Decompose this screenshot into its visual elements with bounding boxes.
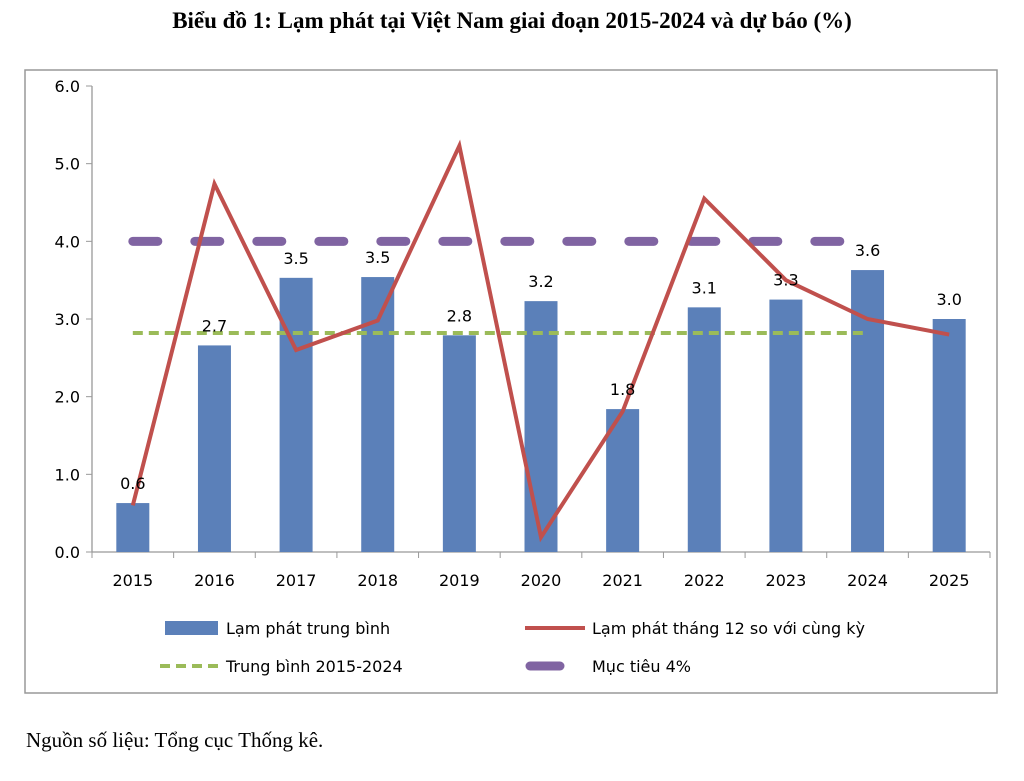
y-tick-label: 2.0 (55, 388, 80, 407)
x-tick-label: 2018 (357, 571, 398, 590)
bar (524, 301, 558, 552)
x-tick-label: 2019 (439, 571, 480, 590)
bar (279, 277, 313, 552)
y-tick-label: 0.0 (55, 543, 80, 562)
x-tick-label: 2025 (929, 571, 970, 590)
x-tick-label: 2020 (521, 571, 562, 590)
chart-title: Biểu đồ 1: Lạm phát tại Việt Nam giai đo… (172, 8, 852, 33)
x-tick-label: 2017 (276, 571, 317, 590)
bar (116, 503, 150, 552)
x-tick-label: 2022 (684, 571, 725, 590)
x-tick-label: 2024 (847, 571, 888, 590)
bar-data-label: 2.8 (447, 306, 472, 325)
y-tick-label: 6.0 (55, 77, 80, 96)
bar (606, 409, 640, 552)
legend-label: Lạm phát trung bình (226, 619, 390, 638)
bar-data-label: 3.5 (283, 249, 308, 268)
bar-data-label: 3.6 (855, 241, 880, 260)
bar (197, 345, 231, 552)
bar-data-label: 3.0 (936, 290, 961, 309)
bar-data-label: 1.8 (610, 380, 635, 399)
bar-data-label: 3.5 (365, 248, 390, 267)
bar (769, 299, 803, 552)
bar (687, 307, 721, 552)
bar-data-label: 2.7 (202, 316, 227, 335)
x-tick-label: 2016 (194, 571, 235, 590)
bar (932, 319, 966, 552)
bar (442, 335, 476, 552)
legend-label: Trung bình 2015-2024 (225, 657, 403, 676)
bar-data-label: 3.2 (528, 272, 553, 291)
legend-label: Lạm phát tháng 12 so với cùng kỳ (592, 619, 865, 638)
y-tick-label: 3.0 (55, 310, 80, 329)
legend-label: Mục tiêu 4% (592, 657, 691, 676)
source-note: Nguồn số liệu: Tổng cục Thống kê. (26, 728, 324, 752)
y-tick-label: 1.0 (55, 465, 80, 484)
chart-frame (24, 69, 998, 694)
x-tick-label: 2023 (766, 571, 807, 590)
x-tick-label: 2021 (602, 571, 643, 590)
y-tick-label: 4.0 (55, 232, 80, 251)
bar-data-label: 0.6 (120, 474, 145, 493)
x-tick-label: 2015 (112, 571, 153, 590)
bar-data-label: 3.3 (773, 271, 798, 290)
bar-data-label: 3.1 (692, 278, 717, 297)
y-tick-label: 5.0 (55, 155, 80, 174)
legend-swatch-bar (165, 621, 218, 635)
